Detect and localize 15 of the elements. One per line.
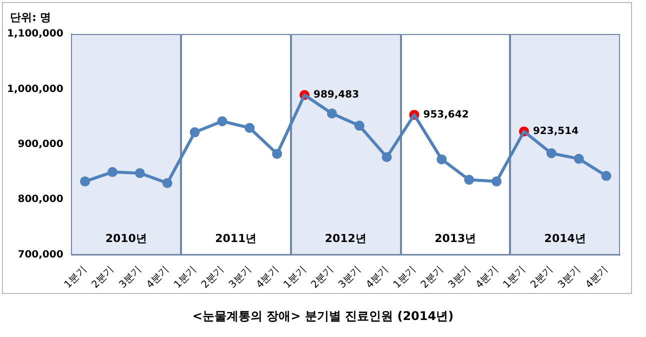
y-tick-label: 800,000	[18, 194, 64, 206]
data-label: 989,483	[314, 90, 360, 101]
annotation: 2014년	[543, 230, 587, 246]
data-label: 953,642	[423, 109, 469, 120]
text: 단위: 명	[10, 10, 52, 25]
text: <눈물계통의 장애> 분기별 진료인원 (2014년)	[191, 308, 455, 325]
y-tick-label: 900,000	[18, 139, 64, 150]
y-tick-label: 1,000,000	[6, 84, 64, 95]
annotation: 2011년	[214, 230, 258, 246]
y-tick-label: 1,100,000	[6, 28, 64, 40]
y-tick-label: 700,000	[18, 249, 64, 260]
data-label: 923,514	[532, 126, 579, 138]
annotation: 2010년	[104, 230, 148, 246]
annotation: 2013년	[434, 230, 478, 246]
annotation: 2012년	[324, 230, 368, 246]
